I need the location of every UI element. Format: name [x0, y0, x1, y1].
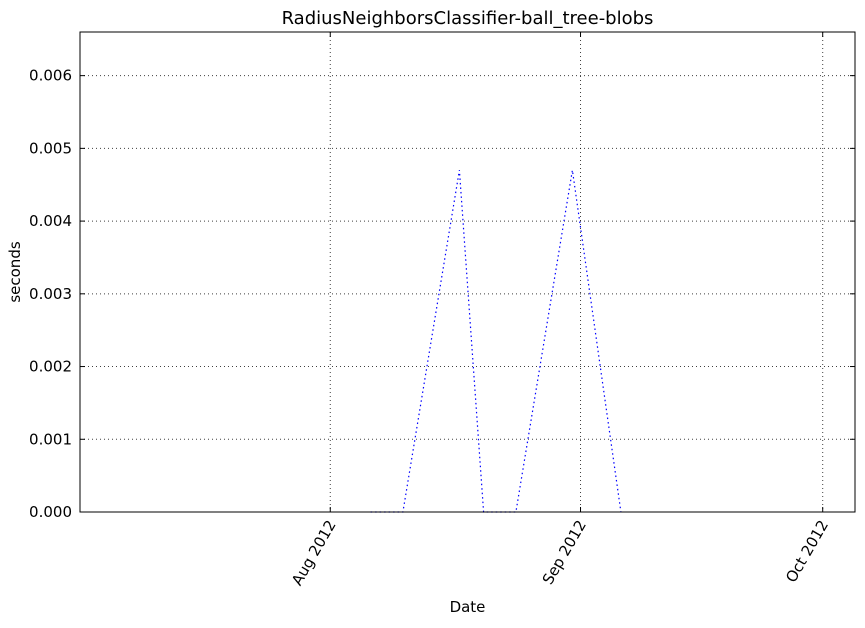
x-tick-label: Oct 2012	[782, 517, 832, 586]
y-tick-label: 0.005	[29, 139, 72, 157]
y-tick-label: 0.006	[29, 67, 72, 85]
y-axis-label: seconds	[6, 241, 24, 302]
x-tick-label: Sep 2012	[539, 517, 590, 588]
x-axis-label: Date	[450, 598, 486, 616]
ticks-layer: 0.000 0.001 0.002 0.003 0.004 0.005 0.006 Aug 2…	[29, 32, 855, 589]
y-tick-label: 0.004	[29, 212, 72, 230]
y-tick-label: 0.003	[29, 285, 72, 303]
chart-title: RadiusNeighborsClassifier-ball_tree-blob…	[282, 8, 654, 29]
y-tick-label: 0.002	[29, 358, 72, 376]
x-tick-label: Aug 2012	[288, 517, 340, 589]
grid-layer	[80, 32, 855, 513]
plot-area-frame	[79, 31, 856, 513]
y-tick-label: 0.001	[29, 430, 72, 448]
y-tick-label: 0.000	[29, 503, 72, 521]
